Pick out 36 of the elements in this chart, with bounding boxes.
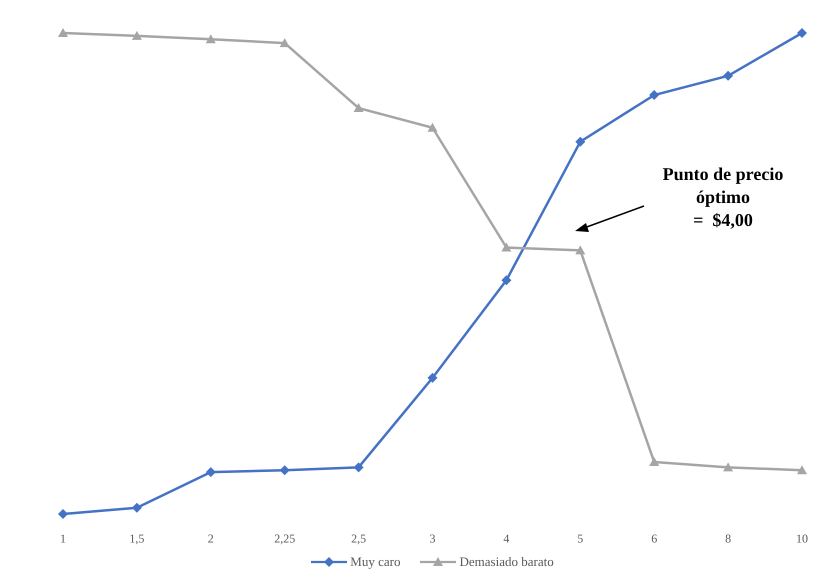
point (723, 462, 734, 472)
annotation: Punto de precio óptimo = $4,00 (662, 163, 784, 232)
x-tick-label: 5 (577, 532, 584, 546)
point (206, 467, 216, 478)
point (797, 28, 807, 38)
x-tick-label: 2,25 (274, 532, 296, 546)
point (797, 465, 807, 474)
point (58, 28, 68, 37)
x-tick-label: 6 (651, 532, 658, 546)
point (206, 34, 216, 44)
point (649, 90, 660, 100)
x-tick-label: 1 (60, 532, 66, 546)
legend-label: Demasiado barato (458, 554, 554, 570)
point (501, 275, 512, 286)
point (280, 465, 290, 476)
point (58, 509, 68, 519)
x-tick-label: 2,5 (351, 532, 366, 546)
point (354, 103, 364, 112)
x-tick-label: 4 (503, 532, 510, 546)
point (354, 462, 364, 472)
point (575, 245, 586, 254)
point (428, 122, 438, 132)
x-tick-label: 1,5 (129, 532, 144, 546)
point (132, 502, 142, 513)
point (428, 372, 438, 383)
x-tick-label: 3 (430, 532, 436, 546)
x-tick-label: 8 (725, 532, 732, 546)
point (649, 457, 660, 466)
x-tick-label: 10 (796, 532, 808, 546)
point (132, 30, 142, 40)
point (575, 136, 586, 147)
point (280, 38, 290, 48)
point (723, 70, 734, 81)
point (501, 242, 512, 252)
x-tick-label: 2 (208, 532, 214, 546)
legend-label: Muy caro (349, 554, 400, 570)
